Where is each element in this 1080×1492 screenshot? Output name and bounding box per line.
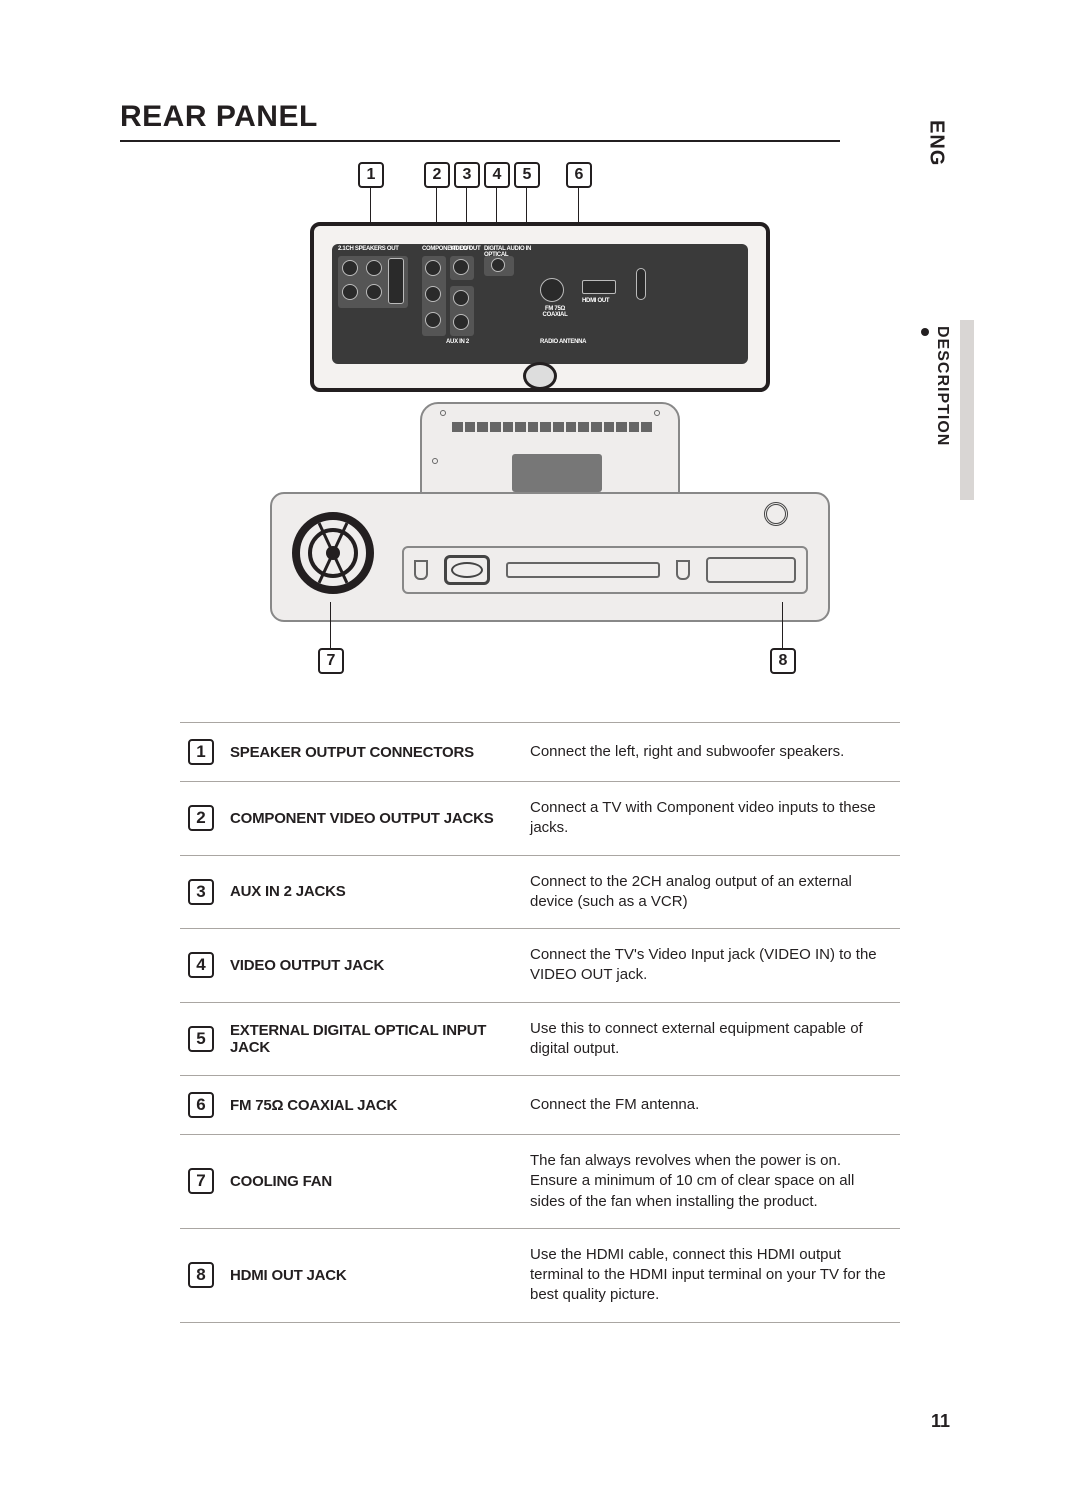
rear-slot-row <box>402 546 808 594</box>
port-fm-coax <box>540 278 564 302</box>
label-hdmi-out: HDMI OUT <box>582 298 609 304</box>
rear-panel-diagram: 1 2 3 4 5 6 2.1CH SPEAKERS OUT <box>190 162 890 682</box>
row-description: Use this to connect external equipment c… <box>522 1002 900 1076</box>
number-box: 6 <box>188 1092 214 1118</box>
label-radio-antenna: RADIO ANTENNA <box>540 339 586 345</box>
screw-icon <box>432 458 438 464</box>
row-label: FM 75Ω COAXIAL JACK <box>222 1076 522 1135</box>
table-row: 5 EXTERNAL DIGITAL OPTICAL INPUT JACKUse … <box>180 1002 900 1076</box>
row-label: VIDEO OUTPUT JACK <box>222 929 522 1003</box>
label-aux-in-2: AUX IN 2 <box>446 339 469 345</box>
number-box: 2 <box>188 805 214 831</box>
row-number-cell: 4 <box>180 929 222 1003</box>
row-number-cell: 1 <box>180 723 222 782</box>
section-title-row: REAR PANEL <box>120 100 840 142</box>
pcb-icon <box>512 454 602 492</box>
label-speakers-out: 2.1CH SPEAKERS OUT <box>338 246 399 252</box>
side-tab: ENG DESCRIPTION <box>912 120 960 447</box>
rear-panel-spec-table: 1 SPEAKER OUTPUT CONNECTORSConnect the le… <box>180 722 900 1323</box>
callout-6: 6 <box>566 162 592 188</box>
connector-panel: 2.1CH SPEAKERS OUT COMPONENT OUT VIDEO O… <box>310 222 770 392</box>
row-label: SPEAKER OUTPUT CONNECTORS <box>222 723 522 782</box>
row-description: Connect to the 2CH analog output of an e… <box>522 855 900 929</box>
device-base <box>270 492 830 622</box>
side-grey-bar <box>960 320 974 500</box>
leader-line <box>330 602 331 648</box>
connector-panel-inner: 2.1CH SPEAKERS OUT COMPONENT OUT VIDEO O… <box>332 244 748 364</box>
callout-7: 7 <box>318 648 344 674</box>
row-description: Connect the left, right and subwoofer sp… <box>522 723 900 782</box>
row-description: Use the HDMI cable, connect this HDMI ou… <box>522 1228 900 1322</box>
slot-icon <box>506 562 660 578</box>
screw-icon <box>440 410 446 416</box>
table-row: 4 VIDEO OUTPUT JACKConnect the TV's Video… <box>180 929 900 1003</box>
callout-1: 1 <box>358 162 384 188</box>
row-label: EXTERNAL DIGITAL OPTICAL INPUT JACK <box>222 1002 522 1076</box>
ground-screw <box>523 362 557 390</box>
foot-icon <box>676 560 690 580</box>
side-language: ENG <box>925 120 948 166</box>
row-label: COOLING FAN <box>222 1135 522 1229</box>
hdmi-slot-icon <box>706 557 796 583</box>
row-description: The fan always revolves when the power i… <box>522 1135 900 1229</box>
label-fm-coax: FM 75Ω COAXIAL <box>532 306 578 318</box>
page-number: 11 <box>931 1411 950 1432</box>
vent-icon <box>452 422 652 432</box>
row-label: HDMI OUT JACK <box>222 1228 522 1322</box>
row-number-cell: 8 <box>180 1228 222 1322</box>
leader-line <box>782 602 783 648</box>
table-row: 2 COMPONENT VIDEO OUTPUT JACKSConnect a T… <box>180 782 900 856</box>
table-row: 8 HDMI OUT JACKUse the HDMI cable, connec… <box>180 1228 900 1322</box>
screw-icon <box>764 502 788 526</box>
section-title: REAR PANEL <box>120 100 318 134</box>
foot-icon <box>414 560 428 580</box>
port-component <box>422 256 446 336</box>
label-video-out: VIDEO OUT <box>450 246 480 252</box>
row-description: Connect the TV's Video Input jack (VIDEO… <box>522 929 900 1003</box>
row-description: Connect a TV with Component video inputs… <box>522 782 900 856</box>
table-row: 6 FM 75Ω COAXIAL JACKConnect the FM anten… <box>180 1076 900 1135</box>
port-speakers <box>338 256 408 308</box>
row-number-cell: 7 <box>180 1135 222 1229</box>
row-number-cell: 3 <box>180 855 222 929</box>
bullet-icon <box>921 328 929 336</box>
row-description: Connect the FM antenna. <box>522 1076 900 1135</box>
number-box: 1 <box>188 739 214 765</box>
screw-icon <box>654 410 660 416</box>
device-top-housing <box>420 402 680 502</box>
table-row: 1 SPEAKER OUTPUT CONNECTORSConnect the le… <box>180 723 900 782</box>
number-box: 3 <box>188 879 214 905</box>
number-box: 4 <box>188 952 214 978</box>
row-label: AUX IN 2 JACKS <box>222 855 522 929</box>
callout-2: 2 <box>424 162 450 188</box>
device-body <box>270 402 830 642</box>
table-row: 3 AUX IN 2 JACKSConnect to the 2CH analog… <box>180 855 900 929</box>
callout-3: 3 <box>454 162 480 188</box>
row-number-cell: 5 <box>180 1002 222 1076</box>
port-optical <box>484 256 514 276</box>
number-box: 5 <box>188 1026 214 1052</box>
port-video-out <box>450 256 474 280</box>
row-label: COMPONENT VIDEO OUTPUT JACKS <box>222 782 522 856</box>
small-fan-icon <box>444 555 490 585</box>
port-aux-in-2 <box>450 286 474 336</box>
port-hdmi-out <box>582 280 616 294</box>
row-number-cell: 6 <box>180 1076 222 1135</box>
cooling-fan-icon <box>292 512 374 594</box>
callout-5: 5 <box>514 162 540 188</box>
table-row: 7 COOLING FANThe fan always revolves when… <box>180 1135 900 1229</box>
row-number-cell: 2 <box>180 782 222 856</box>
antenna-clip <box>636 268 646 300</box>
number-box: 7 <box>188 1168 214 1194</box>
side-section: DESCRIPTION <box>933 326 951 446</box>
callout-4: 4 <box>484 162 510 188</box>
callout-8: 8 <box>770 648 796 674</box>
number-box: 8 <box>188 1262 214 1288</box>
